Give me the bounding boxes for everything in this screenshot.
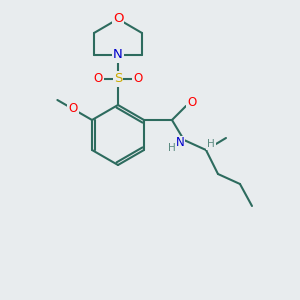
Text: O: O [134, 73, 142, 85]
Text: O: O [188, 97, 196, 110]
Text: N: N [113, 49, 123, 62]
Text: O: O [113, 13, 123, 26]
Text: O: O [93, 73, 103, 85]
Text: O: O [68, 103, 78, 116]
Text: H: H [207, 139, 215, 149]
Text: N: N [176, 136, 184, 149]
Text: H: H [168, 143, 176, 153]
Text: S: S [114, 73, 122, 85]
